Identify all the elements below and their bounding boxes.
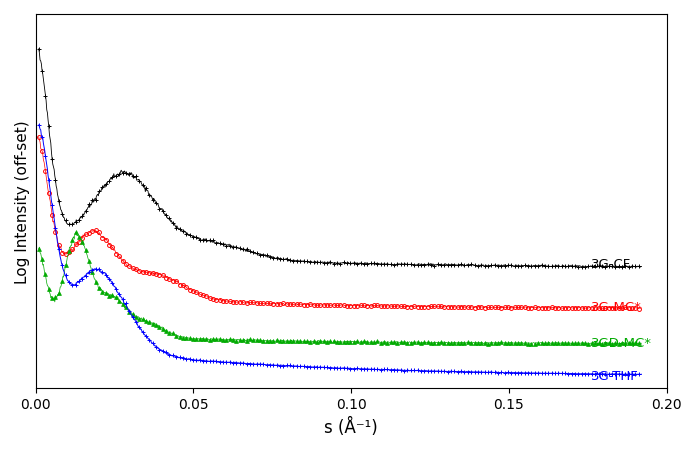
Text: 3G-THF: 3G-THF [591,369,638,382]
Text: 3G-MC*: 3G-MC* [591,300,642,313]
X-axis label: s (Å⁻¹): s (Å⁻¹) [324,417,378,436]
Text: 3G-CF: 3G-CF [591,258,631,271]
Y-axis label: Log Intensity (off-set): Log Intensity (off-set) [15,120,30,283]
Text: 3GD-MC*: 3GD-MC* [591,336,652,349]
